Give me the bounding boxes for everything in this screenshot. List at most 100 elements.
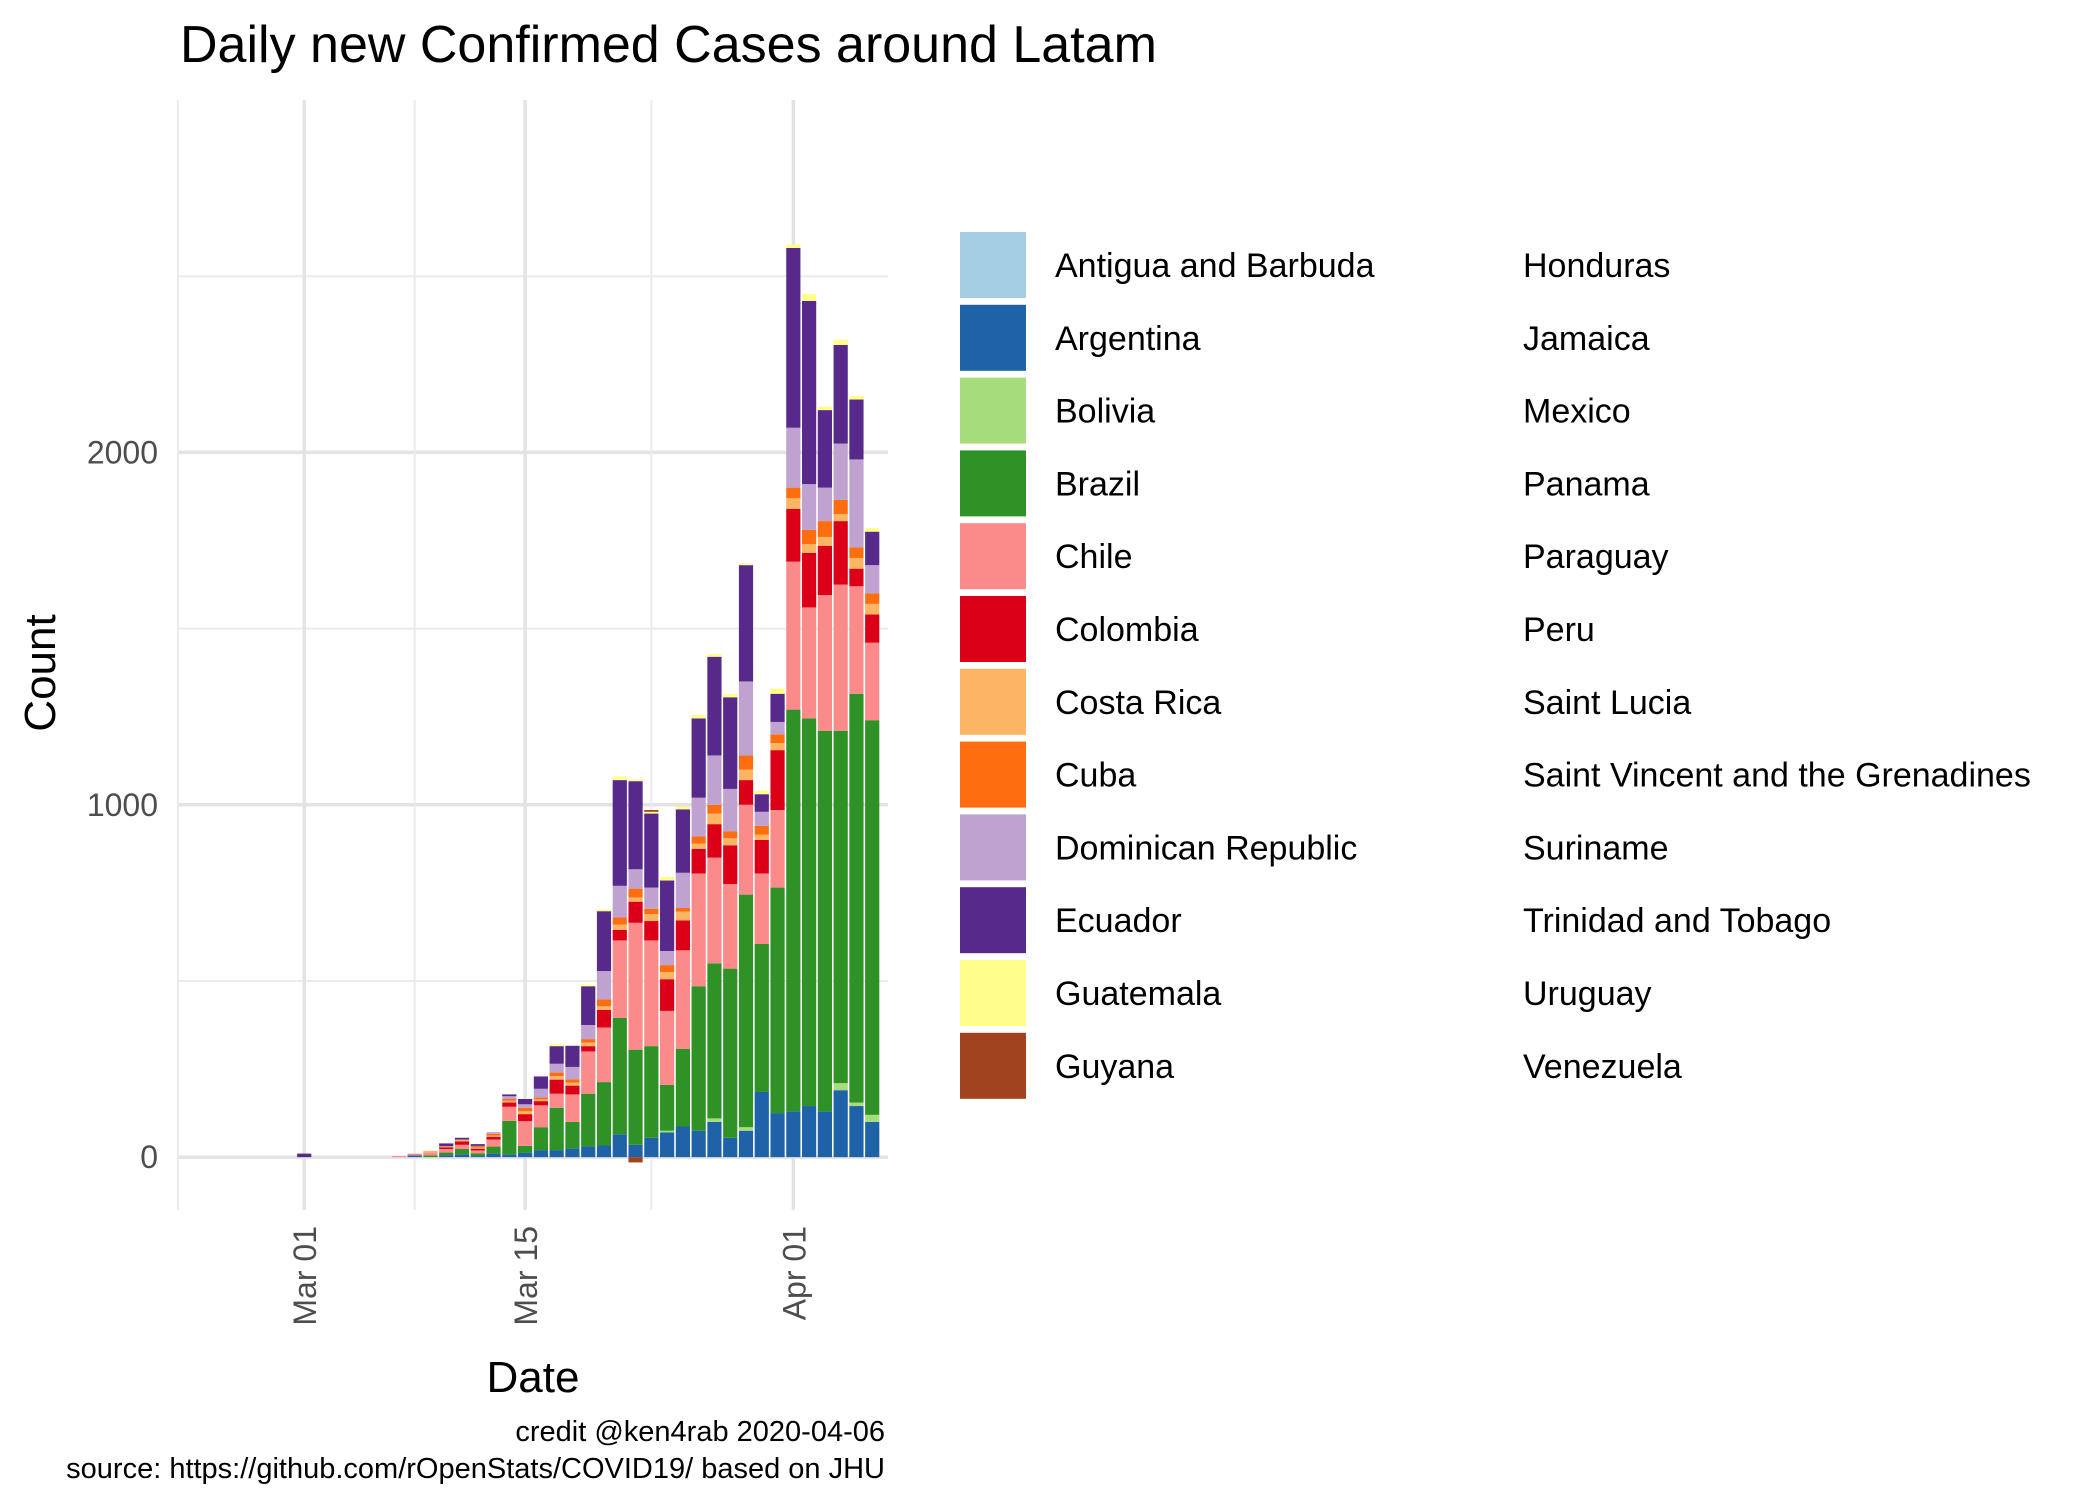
- bar-segment-guatemala: [644, 811, 659, 814]
- bar-segment-brazil: [628, 1049, 643, 1145]
- bar-segment-brazil: [454, 1149, 470, 1155]
- legend-label-guatemala: Guatemala: [1055, 975, 1221, 1013]
- bar-segment-chile: [407, 1153, 422, 1156]
- bar-segment-chile: [786, 561, 801, 710]
- legend-key-dominican-republic: [960, 814, 1026, 881]
- bar-segment-brazil: [849, 693, 864, 1103]
- bar-segment-brazil: [833, 730, 848, 1084]
- legend-label-venezuela: Venezuela: [1523, 1048, 1682, 1086]
- bar-segment-colombia: [612, 929, 627, 941]
- bar-segment-guatemala: [628, 779, 643, 782]
- bar-segment-costa-rica: [723, 838, 738, 846]
- bar-segment-chile: [660, 1010, 675, 1085]
- bar-segment-chile: [644, 940, 659, 1047]
- bar-segment-dominican-republic: [644, 887, 659, 909]
- bar-segment-cuba: [533, 1097, 548, 1100]
- bar-segment-dominican-republic: [707, 755, 722, 805]
- bar-segment-ecuador: [518, 1099, 533, 1105]
- legend-label-colombia: Colombia: [1055, 611, 1199, 649]
- bar-segment-chile: [770, 810, 785, 888]
- bar-segment-brazil: [612, 1017, 627, 1135]
- bar-segment-guatemala: [612, 776, 627, 781]
- bar-stack-2020-04-04: [833, 339, 848, 1158]
- bar-segment-colombia: [439, 1147, 454, 1150]
- bar-segment-cuba: [502, 1099, 517, 1101]
- bar-segment-guatemala: [738, 563, 754, 566]
- bar-segment-cuba: [833, 499, 848, 515]
- bar-segment-costa-rica: [754, 834, 769, 840]
- bar-segment-chile: [565, 1094, 580, 1122]
- caption-credit: credit @ken4rab 2020-04-06: [515, 1416, 885, 1448]
- bar-segment-guatemala: [723, 693, 738, 698]
- bar-segment-bolivia: [849, 1102, 864, 1107]
- bar-segment-brazil: [533, 1127, 548, 1151]
- bar-segment-chile: [486, 1139, 501, 1147]
- legend-key-costa-rica: [960, 668, 1026, 735]
- bar-stack-2020-03-13: [486, 1132, 501, 1158]
- bar-segment-ecuador: [723, 697, 738, 789]
- bar-segment-costa-rica: [707, 813, 722, 825]
- bar-segment-colombia: [865, 614, 880, 643]
- bar-segment-chile: [865, 642, 880, 721]
- bar-segment-chile: [628, 922, 643, 1050]
- bar-segment-costa-rica: [502, 1100, 517, 1103]
- bar-segment-brazil: [518, 1145, 533, 1153]
- bar-stack-2020-03-31: [770, 688, 785, 1158]
- bar-segment-costa-rica: [518, 1111, 533, 1115]
- bar-segment-colombia: [691, 848, 706, 874]
- bar-segment-cuba: [786, 487, 801, 499]
- bar-segment-costa-rica: [439, 1146, 454, 1148]
- legend-key-bolivia: [960, 377, 1026, 444]
- bar-segment-dominican-republic: [533, 1088, 548, 1098]
- bar-segment-ecuador: [470, 1144, 485, 1146]
- bar-segment-dominican-republic: [549, 1063, 564, 1073]
- y-axis-title: Count: [16, 614, 65, 731]
- bar-segment-costa-rica: [675, 911, 690, 921]
- bar-segment-chile: [849, 586, 864, 694]
- bar-segment-colombia: [817, 545, 832, 596]
- bar-segment-ecuador: [786, 248, 801, 428]
- bar-segment-guyana: [628, 1157, 643, 1163]
- bar-segment-cuba: [723, 831, 738, 839]
- bar-segment-colombia: [549, 1079, 564, 1094]
- bar-segment-colombia: [833, 521, 848, 585]
- bar-segment-costa-rica: [802, 544, 817, 553]
- bar-segment-argentina: [754, 1091, 769, 1158]
- bar-segment-costa-rica: [454, 1139, 470, 1142]
- bar-segment-colombia: [675, 920, 690, 951]
- bar-stack-2020-03-24: [660, 877, 675, 1158]
- chart-title: Daily new Confirmed Cases around Latam: [180, 16, 1157, 74]
- legend-label-chile: Chile: [1055, 538, 1132, 576]
- bar-stack-2020-03-18: [565, 1045, 580, 1158]
- bar-segment-guatemala: [707, 653, 722, 657]
- bar-segment-dominican-republic: [612, 885, 627, 918]
- bar-segment-colombia: [596, 1009, 612, 1028]
- bar-segment-colombia: [707, 824, 722, 858]
- bar-segment-guatemala: [660, 877, 675, 881]
- bar-segment-cuba: [549, 1072, 564, 1077]
- bar-stack-2020-03-27: [707, 653, 722, 1158]
- bar-segment-dominican-republic: [723, 788, 738, 832]
- bar-segment-costa-rica: [565, 1082, 580, 1086]
- bar-segment-ecuador: [754, 794, 769, 812]
- bar-segment-dominican-republic: [770, 721, 785, 735]
- bar-segment-colombia: [786, 508, 801, 562]
- bar-segment-guatemala: [865, 528, 880, 532]
- bar-segment-chile: [817, 595, 832, 731]
- bar-segment-ecuador: [565, 1045, 580, 1067]
- bar-segment-costa-rica: [549, 1076, 564, 1080]
- bar-segment-costa-rica: [691, 843, 706, 849]
- bar-segment-brazil: [565, 1121, 580, 1149]
- bar-segment-brazil: [786, 709, 801, 1112]
- bar-segment-colombia: [754, 840, 769, 874]
- bar-stack-2020-03-16: [533, 1076, 548, 1158]
- bar-segment-colombia: [628, 901, 643, 923]
- bar-segment-dominican-republic: [865, 565, 880, 594]
- bar-segment-costa-rica: [833, 514, 848, 522]
- bar-segment-chile: [470, 1150, 485, 1154]
- bar-segment-cuba: [817, 521, 832, 537]
- bar-segment-argentina: [644, 1137, 659, 1158]
- bar-segment-argentina: [454, 1154, 470, 1158]
- bar-segment-ecuador: [533, 1076, 548, 1089]
- bar-segment-colombia: [644, 921, 659, 941]
